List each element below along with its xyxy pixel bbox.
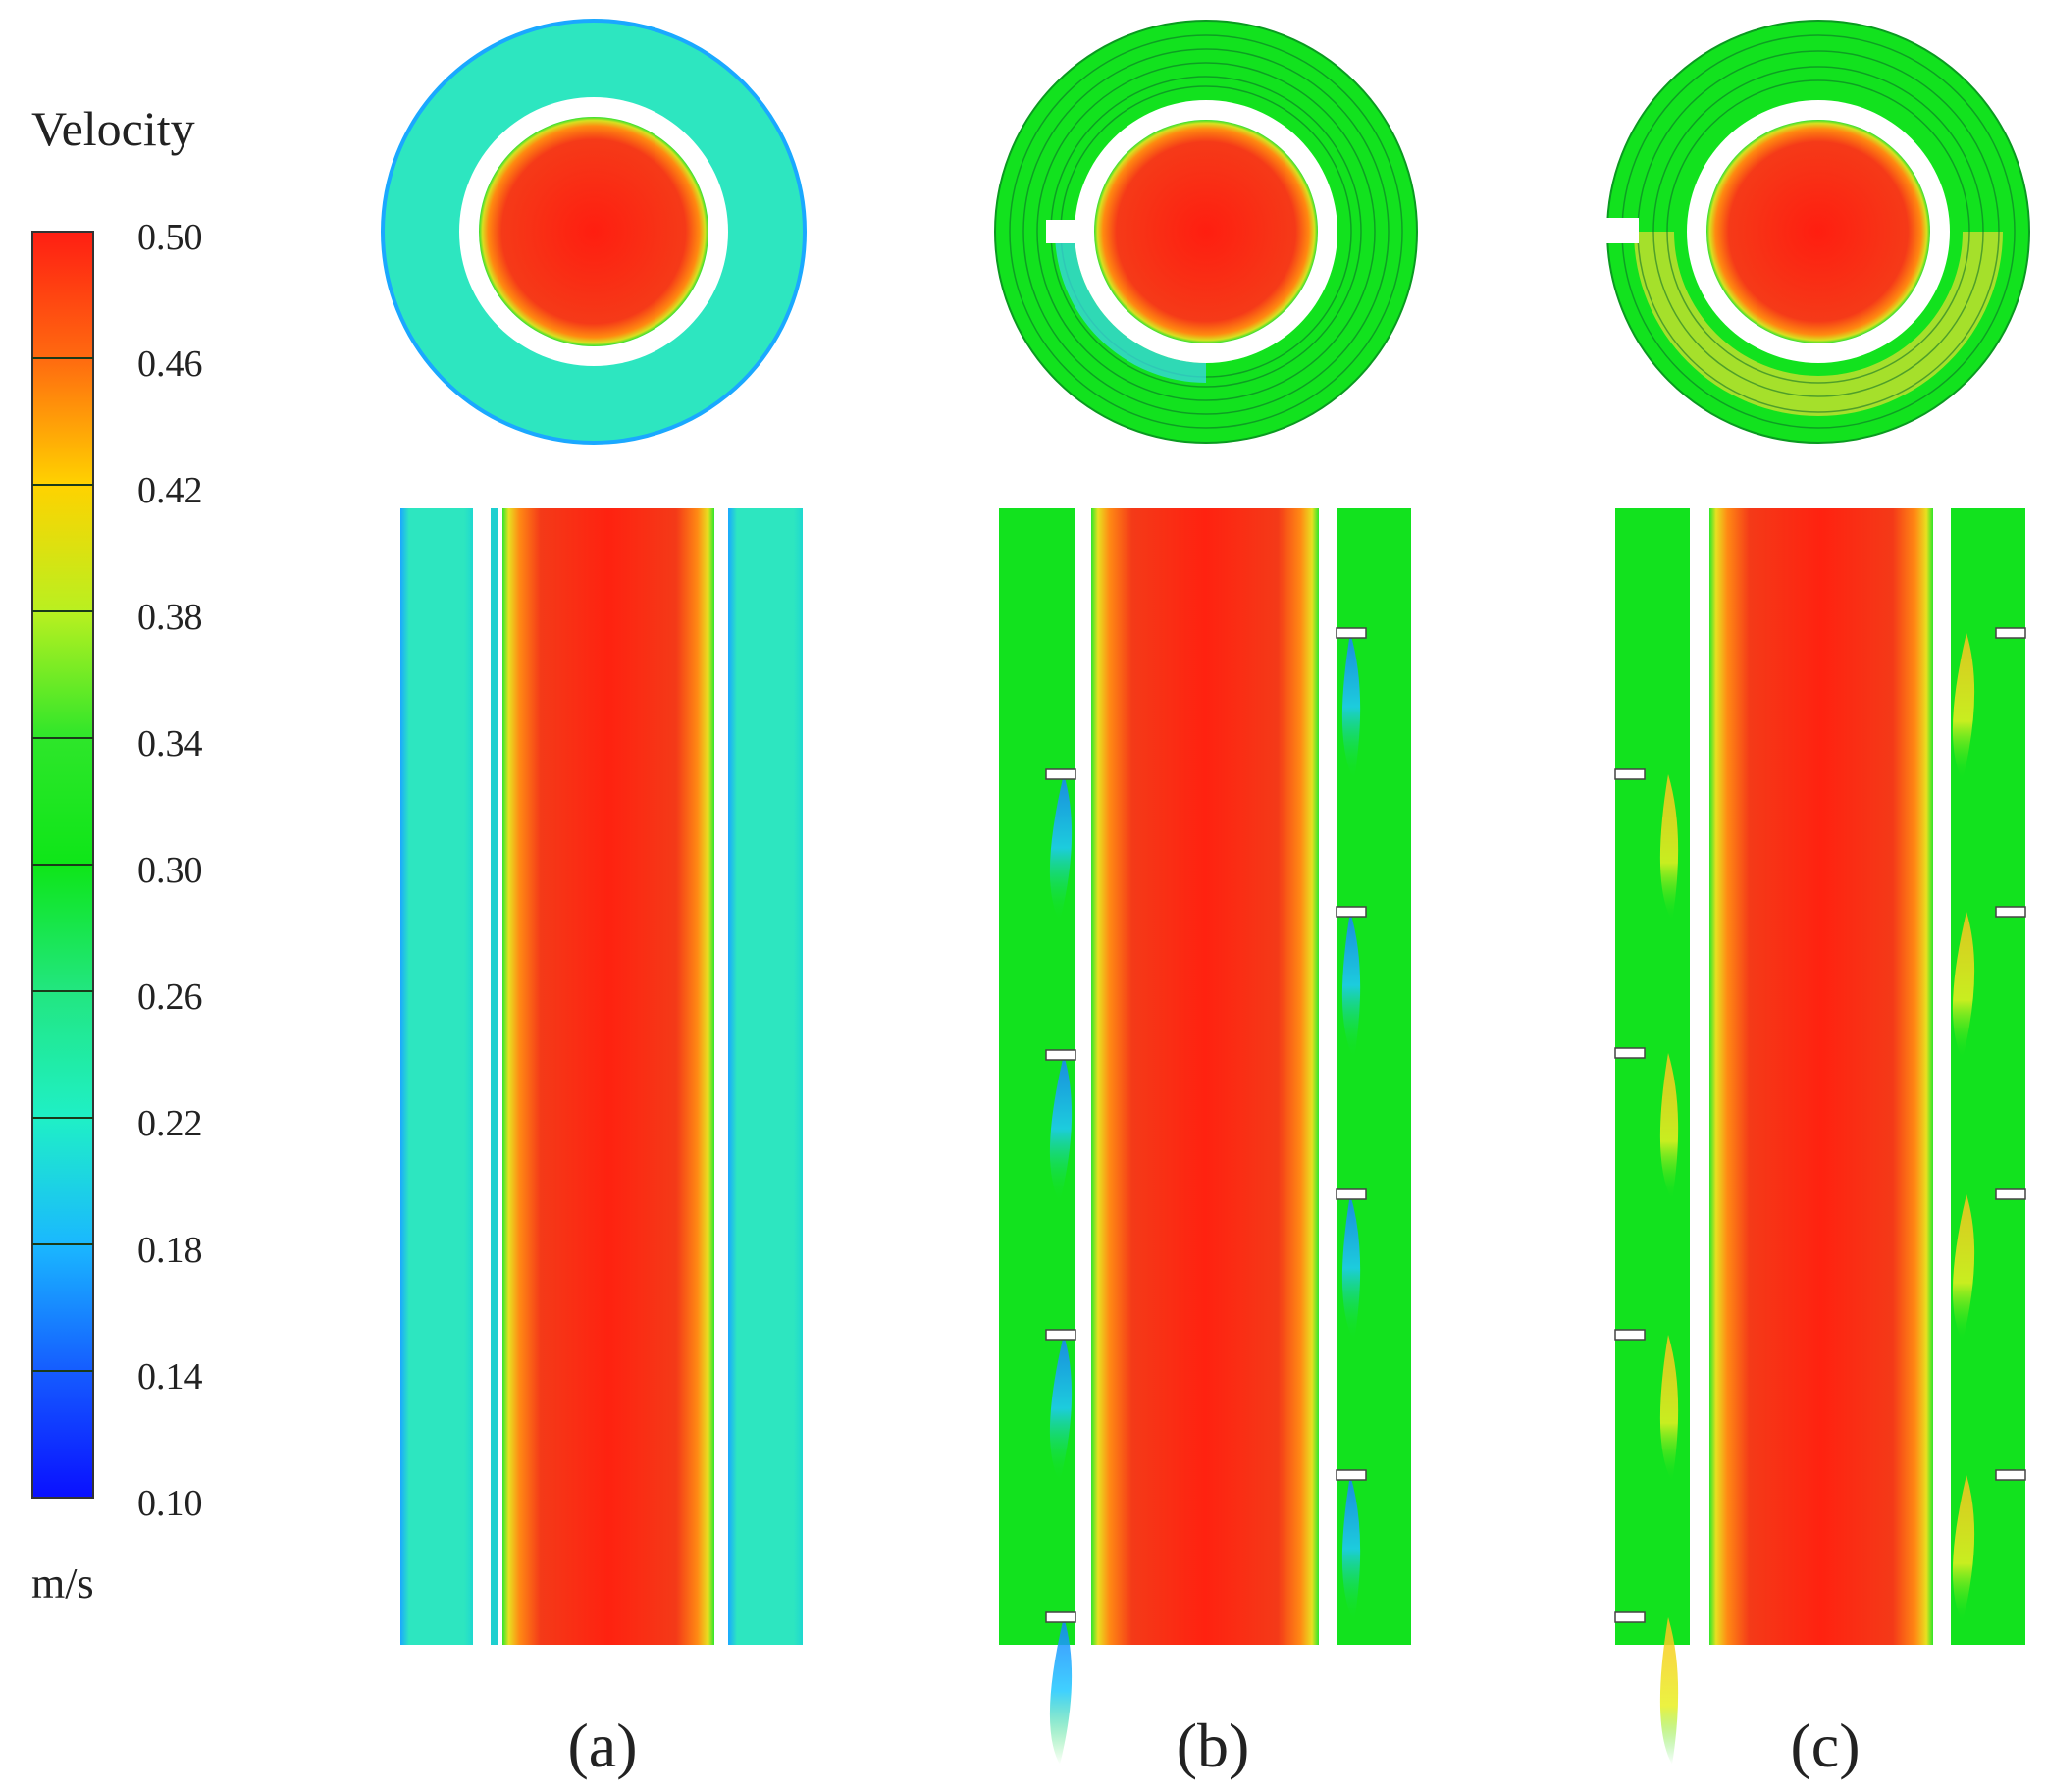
panel-b-cross-section (994, 20, 1418, 444)
fin (1045, 768, 1076, 780)
fin (1045, 1049, 1076, 1061)
fin (1045, 1611, 1076, 1623)
fin (1614, 1611, 1646, 1623)
flow-wake-region (1049, 1617, 1073, 1765)
panel-b-core-flow-long (1091, 508, 1319, 1645)
panel-b-left-fins (1045, 768, 1076, 1765)
panel-c-left-fins (1614, 768, 1679, 1765)
panel-b-fin-slot (1046, 220, 1081, 243)
panel-b-core-flow (1094, 120, 1318, 343)
tick-label-0.42: 0.42 (137, 470, 203, 511)
fin (1995, 906, 2026, 918)
flow-wake-region (1952, 633, 1975, 780)
colorbar-tick-labels: 0.50 0.46 0.42 0.38 0.34 0.30 0.26 0.22 … (137, 217, 203, 1524)
colorbar-legend: Velocity 0.50 0.46 0.42 0.38 0.34 0.30 0… (31, 101, 203, 1608)
flow-wake-region (1659, 774, 1679, 922)
tick-label-0.34: 0.34 (137, 723, 203, 764)
panel-b-low-velocity-region (1055, 232, 1206, 383)
panel-a-cross-section (381, 19, 807, 445)
panel-c-left-annulus (1615, 508, 1690, 1645)
tick-label-0.46: 0.46 (137, 343, 203, 385)
panel-c-core-flow-long (1709, 508, 1933, 1645)
fin (1045, 1329, 1076, 1341)
panel-b-label: (b) (1177, 1711, 1250, 1780)
panel-a-right-annulus (728, 508, 803, 1645)
fin (1336, 627, 1367, 639)
panel-a-core-flow (479, 117, 708, 346)
flow-wake-region (1952, 1475, 1975, 1622)
flow-wake-region (1952, 912, 1975, 1059)
panel-a: (a) (381, 19, 807, 1780)
panel-c-fin-slot (1605, 218, 1639, 243)
tick-label-0.14: 0.14 (137, 1356, 203, 1397)
flow-wake-region (1049, 1335, 1073, 1482)
panel-a-left-annulus (400, 508, 473, 1645)
panel-c-streamlines (1621, 34, 2016, 429)
flow-wake-region (1049, 1055, 1073, 1202)
fin (1336, 906, 1367, 918)
panel-c-core-flow (1706, 120, 1930, 343)
panel-b-longitudinal-section (999, 508, 1411, 1765)
fin (1995, 1469, 2026, 1481)
legend-title: Velocity (31, 101, 195, 156)
legend-unit: m/s (31, 1559, 94, 1608)
fin (1995, 627, 2026, 639)
flow-wake-region (1049, 774, 1073, 922)
flow-wake-region (1341, 912, 1361, 1059)
flow-wake-region (1341, 633, 1361, 780)
tick-label-0.10: 0.10 (137, 1483, 203, 1524)
tick-label-0.22: 0.22 (137, 1103, 203, 1144)
tick-label-0.30: 0.30 (137, 850, 203, 891)
fin (1614, 1047, 1646, 1059)
panel-c-longitudinal-section (1614, 508, 2026, 1765)
flow-wake-region (1341, 1194, 1361, 1342)
panel-b: (b) (994, 20, 1418, 1780)
flow-wake-region (1659, 1617, 1679, 1765)
panel-c-high-velocity-region (1634, 232, 2003, 416)
tick-label-0.18: 0.18 (137, 1230, 203, 1271)
panel-a-left-inner-layer (491, 508, 498, 1645)
fin (1614, 1329, 1646, 1341)
flow-wake-region (1659, 1335, 1679, 1482)
panel-c-label: (c) (1790, 1711, 1860, 1780)
tick-label-0.26: 0.26 (137, 976, 203, 1018)
panel-a-longitudinal-section (400, 508, 803, 1645)
flow-wake-region (1952, 1194, 1975, 1342)
flow-wake-region (1341, 1475, 1361, 1622)
fin (1614, 768, 1646, 780)
flow-wake-region (1659, 1053, 1679, 1200)
fin (1995, 1188, 2026, 1200)
panel-b-right-fins (1336, 627, 1367, 1622)
colorbar-tick-marks (32, 357, 93, 1372)
tick-label-0.50: 0.50 (137, 217, 203, 258)
tick-label-0.38: 0.38 (137, 597, 203, 638)
panel-a-core-flow-long (502, 508, 714, 1645)
fin (1336, 1188, 1367, 1200)
panel-c-cross-section (1605, 20, 2030, 444)
panel-c: (c) (1605, 20, 2030, 1780)
panel-a-label: (a) (567, 1711, 637, 1780)
panel-c-right-fins (1952, 627, 2026, 1622)
fin (1336, 1469, 1367, 1481)
